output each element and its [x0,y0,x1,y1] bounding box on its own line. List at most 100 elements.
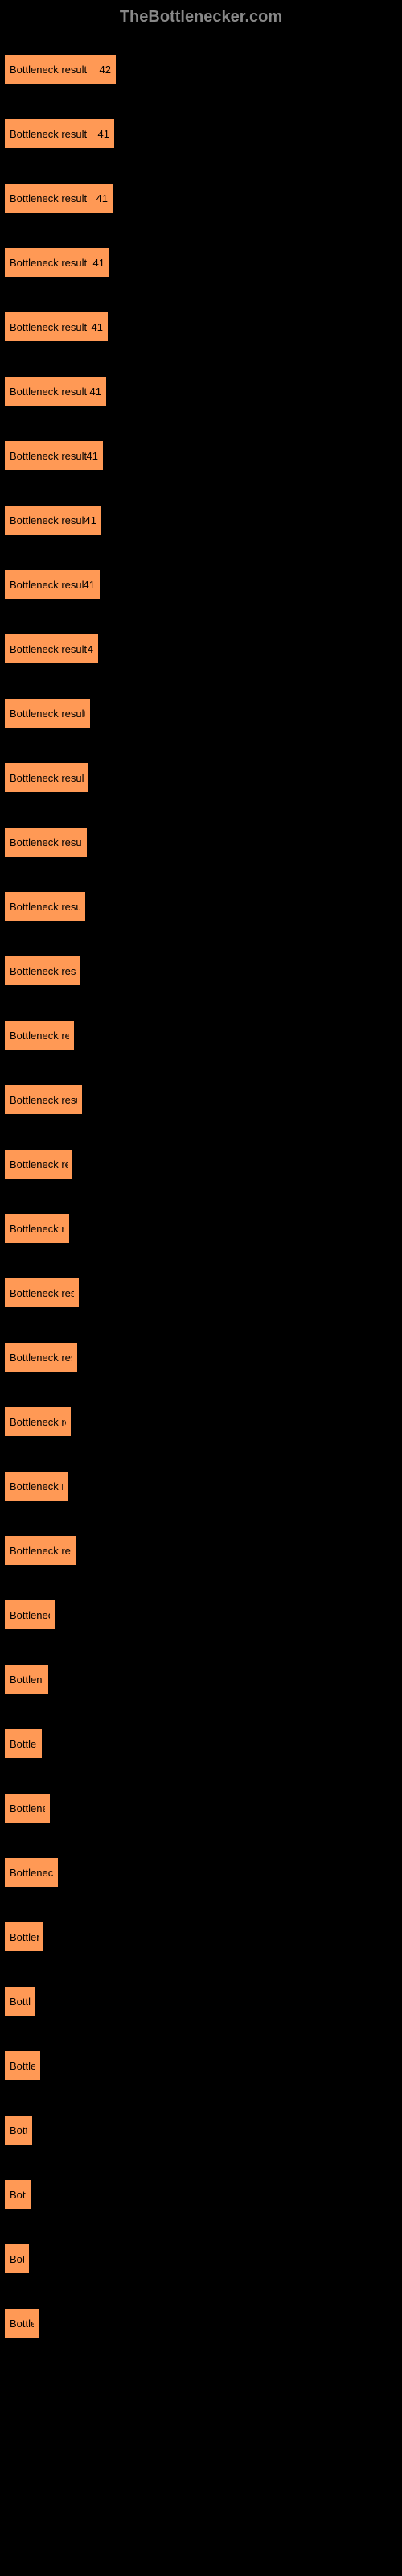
bottleneck-bar: Bottleneck result [4,698,91,729]
bottleneck-chart: Bottleneck result42Bottleneck result41Bo… [0,43,402,2339]
bar-label: Bottleneck [10,1802,45,1814]
bar-label: Bottleneck result [10,192,87,204]
bar-value: 41 [90,386,101,398]
bar-label: Bottleneck result [10,708,85,720]
bottleneck-bar: Bottleneck result [4,1406,72,1437]
bottleneck-bar: Bottlene [4,1728,43,1759]
bar-value: 41 [93,257,105,269]
bottleneck-bar: Bottleneck result42 [4,54,117,85]
bottleneck-bar: Bottleneck r [4,1600,55,1630]
bar-label: Bottleneck result [10,1352,72,1364]
bar-row: Bottleneck result 41 [4,236,398,278]
bar-label: Bottle [10,2124,27,2136]
bar-row: Bottleneck result41 [4,493,398,535]
bar-label: Bottleneck result [10,836,82,848]
bar-row: Bottleneck re [4,1846,398,1888]
bar-value: 41 [98,128,109,140]
bottleneck-bar: Bottleneck result41 [4,440,104,471]
bar-row: Bottleneck result [4,815,398,857]
bar-row: Bottleneck result [4,1331,398,1373]
bottleneck-bar: Bottleneck result41 [4,183,113,213]
bar-label: Bottleneck [10,1674,43,1686]
bar-row: Bottleneck result [4,1202,398,1244]
bottleneck-bar: Bottleneck result [4,762,89,793]
bar-row: Bottle [4,2168,398,2210]
bottleneck-bar: Bottleneck result4 [4,634,99,664]
bar-label: Bottleneck result [10,1094,77,1106]
bar-row: Bottleneck r [4,1588,398,1630]
bottleneck-bar: Bottle [4,2179,31,2210]
bar-label: Bottleneck result [10,643,87,655]
bottleneck-bar: Bottleneck result41 [4,376,107,407]
bottleneck-bar: Bottlene [4,1922,44,1952]
bar-row: Bottleneck result [4,1073,398,1115]
bar-row: Bottleneck result [4,880,398,922]
bar-row: Bottleneck result41 [4,365,398,407]
bar-label: Bottleneck result [10,386,87,398]
bar-row: Bottleneck [4,1653,398,1695]
bar-label: Bottler [10,1996,31,2008]
bar-row: Bottleneck result41 [4,171,398,213]
bar-label: Bottleneck result [10,1030,69,1042]
bar-label: Bottleneck result [10,64,87,76]
bar-row: Bottleneck result41 [4,429,398,471]
bar-value: 41 [85,514,96,526]
bar-row: Bottleneck result [4,687,398,729]
bar-row: Bottleneck result [4,1524,398,1566]
bar-value: 41 [87,450,98,462]
bar-value: 4 [88,643,93,655]
bar-row: Bottler [4,1975,398,2017]
bar-row: Bottleneck result [4,1137,398,1179]
bottleneck-bar: Bottleneck result [4,1342,78,1373]
bottleneck-bar: Bottleneck [4,1793,51,1823]
bottleneck-bar: Bottleneck result [4,1084,83,1115]
bar-label: Bottlene [10,1931,39,1943]
bottleneck-bar: Bottlene [4,2308,39,2339]
bar-label: Bottleneck result [10,257,87,269]
bar-row: Bottleneck result [4,1009,398,1051]
bottleneck-bar: Bottleneck result [4,1278,80,1308]
bar-label: Bottleneck result [10,901,80,913]
bottleneck-bar: Bottle [4,2115,33,2145]
bar-row: Bottleneck [4,1781,398,1823]
bar-label: Bottleneck result [10,1416,66,1428]
bar-row: Bottleneck result41 [4,558,398,600]
bottleneck-bar: Bottler [4,1986,36,2017]
bottleneck-bar: Bottleneck result [4,1213,70,1244]
bottleneck-bar: Bottleneck result [4,1149,73,1179]
bar-label: Bottlene [10,2318,34,2330]
bar-label: Bottlene [10,1738,37,1750]
bar-label: Bottleneck result [10,579,84,591]
bar-row: Bottlene [4,1717,398,1759]
bar-value: 41 [92,321,103,333]
bar-row: Bottleneck result [4,751,398,793]
bar-label: Bottleneck r [10,1609,50,1621]
bottleneck-bar: Bottleneck result 41 [4,312,109,342]
bar-row: Bottle [4,2232,398,2274]
bar-row: Bottleneck result 41 [4,300,398,342]
bottleneck-bar: Bottleneck re [4,1857,59,1888]
bar-label: Bottleneck result [10,514,85,526]
bar-row: Bottleneck result [4,1395,398,1437]
bar-label: Bottleneck result [10,1545,71,1557]
bar-row: Bottleneck result4 [4,622,398,664]
bar-label: Bottleneck result [10,965,76,977]
bar-row: Bottlene [4,2039,398,2081]
bar-row: Bottleneck result 41 [4,107,398,149]
bar-label: Bottle [10,2189,26,2201]
bottleneck-bar: Bottleneck result [4,891,86,922]
bar-row: Bottlene [4,2297,398,2339]
bar-label: Bottleneck result [10,450,87,462]
bottleneck-bar: Bottlene [4,2050,41,2081]
bar-row: Bottleneck result [4,1266,398,1308]
bar-row: Bottlene [4,1910,398,1952]
bottleneck-bar: Bottleneck result [4,827,88,857]
bar-label: Bottleneck re [10,1867,53,1879]
bar-label: Bottleneck result [10,321,87,333]
bar-row: Bottle [4,2103,398,2145]
bottleneck-bar: Bottleneck result [4,1020,75,1051]
bottleneck-bar: Bottleneck result41 [4,569,100,600]
bar-label: Bottleneck result [10,128,87,140]
bar-row: Bottleneck result42 [4,43,398,85]
bottleneck-bar: Bottleneck result41 [4,505,102,535]
